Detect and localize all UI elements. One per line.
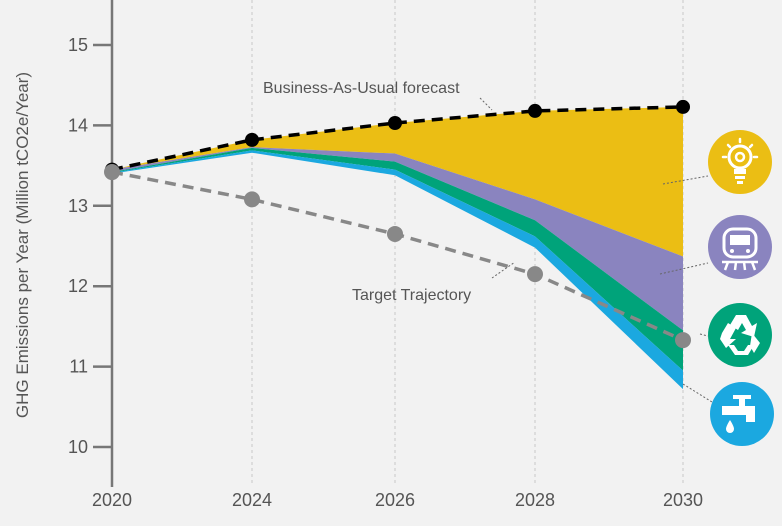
- series-markers: [104, 99, 691, 349]
- recycle-leader: [699, 333, 709, 337]
- business-as-usual-point-2026: [388, 115, 402, 130]
- target-trajectory-point-2030: [675, 332, 691, 349]
- target-trajectory-point-2026: [387, 225, 403, 242]
- y-tick-label-15: 15: [68, 35, 88, 55]
- business-as-usual-line: [111, 105, 684, 172]
- wedge-area-train: [112, 147, 683, 331]
- y-axis-label: GHG Emissions per Year (Million tCO2e/Ye…: [13, 72, 32, 418]
- y-axis: [93, 0, 114, 487]
- business-as-usual-point-2028: [528, 103, 542, 118]
- water-tap-leader: [682, 383, 713, 403]
- wedge-areas: [112, 106, 683, 390]
- bau-annotation: Business-As-Usual forecast: [263, 80, 460, 97]
- target-trajectory-point-2024: [244, 191, 260, 208]
- y-tick-label-11: 11: [69, 357, 88, 377]
- y-tick-label-12: 12: [68, 276, 88, 296]
- x-tick-label-2030: 2030: [663, 490, 703, 510]
- annotation-leaders: [479, 97, 713, 403]
- target-leader: [491, 261, 516, 279]
- x-tick-label-2024: 2024: [232, 490, 272, 510]
- wedge-area-recycle: [112, 147, 683, 371]
- x-tick-label-2020: 2020: [92, 490, 132, 510]
- wedge-area-water-tap: [112, 150, 683, 390]
- water-tap-icon: [710, 382, 774, 446]
- business-as-usual-point-2024: [245, 132, 259, 147]
- business-as-usual-point-2030: [676, 99, 690, 114]
- lightbulb-icon: [708, 130, 772, 194]
- recycle-icon: [708, 303, 772, 367]
- y-tick-label-14: 14: [68, 115, 88, 135]
- target-trajectory-point-2028: [527, 266, 543, 283]
- y-tick-label-13: 13: [68, 196, 88, 216]
- x-tick-label-2028: 2028: [515, 490, 555, 510]
- train-icon: [708, 215, 772, 279]
- target-annotation: Target Trajectory: [352, 287, 471, 304]
- x-tick-label-2026: 2026: [375, 490, 415, 510]
- target-trajectory-point-2020: [104, 164, 120, 181]
- bau-leader: [479, 97, 493, 111]
- y-tick-labels: 10 11 12 13 14 15: [68, 35, 88, 457]
- y-tick-label-10: 10: [68, 437, 88, 457]
- x-tick-labels: 2020 2024 2026 2028 2030: [92, 490, 703, 510]
- train-leader: [659, 262, 709, 275]
